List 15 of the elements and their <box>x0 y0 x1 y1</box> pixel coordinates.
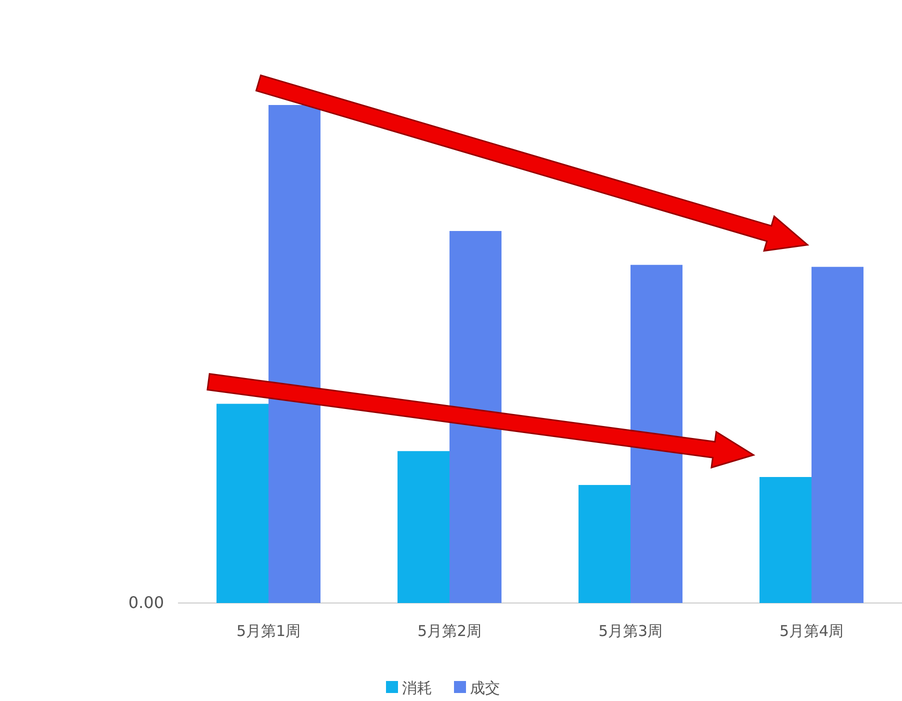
legend-label: 消耗 <box>402 679 432 697</box>
text: 0.00 <box>128 593 164 612</box>
x-tick-label: 5月第3周 <box>598 622 663 640</box>
x-tick-label: 5月第2周 <box>417 622 482 640</box>
bar <box>268 105 320 603</box>
bar <box>578 484 630 603</box>
bar <box>216 404 268 603</box>
bar <box>630 264 682 603</box>
bar <box>450 230 502 603</box>
x-tick-label: 5月第4周 <box>779 622 844 640</box>
x-tick-label: 5月第1周 <box>236 622 301 640</box>
bar <box>398 451 450 603</box>
bar <box>760 477 812 603</box>
bar <box>812 266 864 603</box>
legend-label: 成交 <box>470 679 500 697</box>
